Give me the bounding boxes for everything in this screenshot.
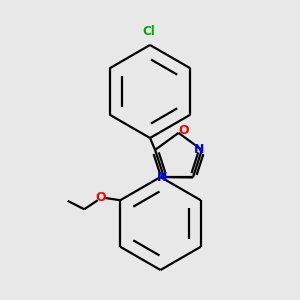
Text: N: N (157, 171, 167, 184)
Text: O: O (178, 124, 189, 137)
Text: Cl: Cl (142, 26, 155, 38)
Text: O: O (95, 191, 106, 204)
Text: N: N (194, 143, 205, 156)
